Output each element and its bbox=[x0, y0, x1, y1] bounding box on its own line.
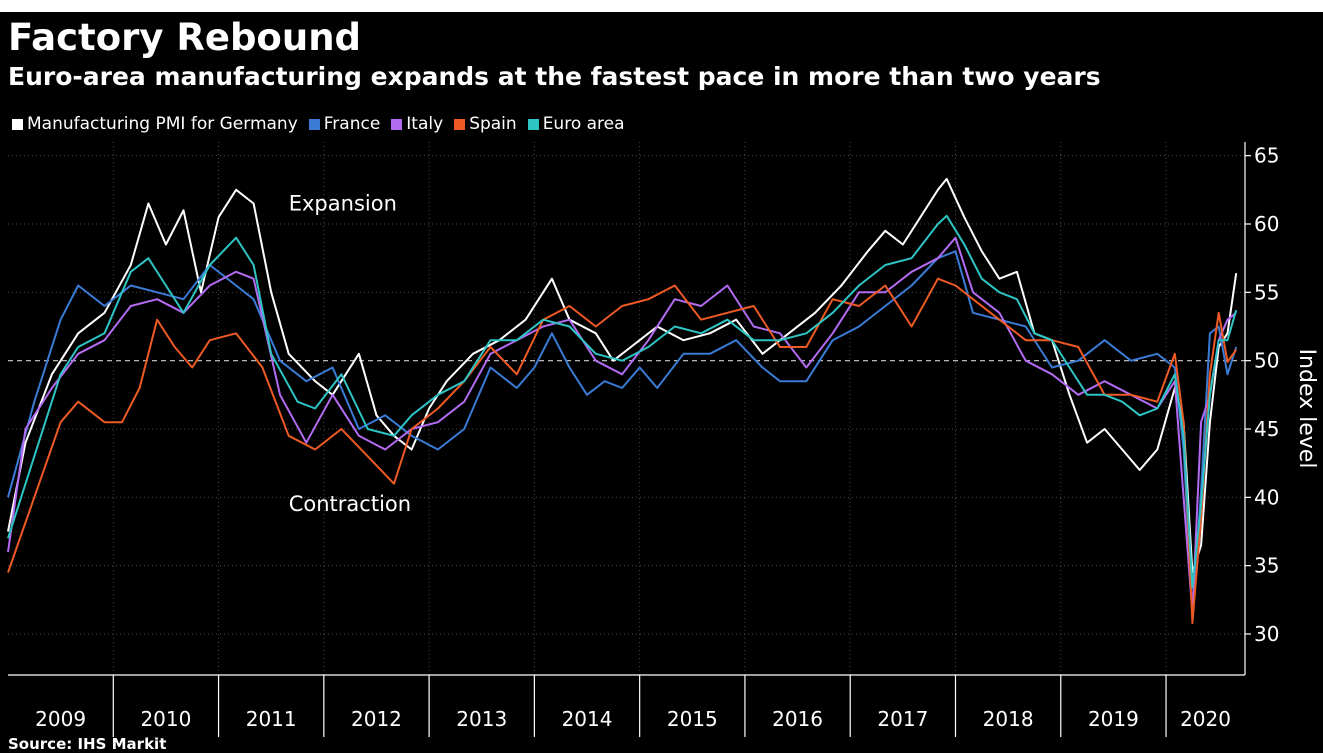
y-tick-label-50: 50 bbox=[1254, 349, 1279, 373]
legend-item-france: France bbox=[308, 114, 381, 134]
legend: Manufacturing PMI for Germany France Ita… bbox=[12, 112, 636, 136]
y-tick-label-40: 40 bbox=[1254, 485, 1279, 509]
legend-swatch-france bbox=[308, 118, 320, 130]
x-tick-label-2019: 2019 bbox=[1088, 707, 1139, 731]
y-tick-label-55: 55 bbox=[1254, 280, 1279, 304]
top-band bbox=[0, 0, 1323, 12]
legend-label-france: France bbox=[323, 114, 381, 134]
y-tick-label-60: 60 bbox=[1254, 212, 1279, 236]
annotation-layer: Expansion Contraction bbox=[289, 191, 411, 516]
legend-label-germany: Manufacturing PMI for Germany bbox=[27, 114, 298, 134]
x-tick-label-2017: 2017 bbox=[877, 707, 928, 731]
x-tick-label-2011: 2011 bbox=[246, 707, 297, 731]
series-line-manufacturing-pmi-for-germany bbox=[7, 177, 1238, 574]
x-tick-label-2014: 2014 bbox=[562, 707, 613, 731]
pmi-line-chart: 30 35 40 45 50 55 60 65 Index level 2009 2010 2011 2… bbox=[7, 142, 1319, 737]
legend-item-spain: Spain bbox=[454, 114, 517, 134]
chart-subtitle: Euro-area manufacturing expands at the f… bbox=[8, 62, 1101, 91]
y-tick-label-30: 30 bbox=[1254, 622, 1279, 646]
x-tick-label-2013: 2013 bbox=[456, 707, 507, 731]
y-tick-label-35: 35 bbox=[1254, 554, 1279, 578]
legend-swatch-spain bbox=[454, 118, 466, 130]
x-tick-label-2012: 2012 bbox=[351, 707, 402, 731]
legend-label-euro-area: Euro area bbox=[542, 114, 625, 134]
series-line-italy bbox=[7, 236, 1237, 615]
x-tick-label-2020: 2020 bbox=[1180, 707, 1231, 731]
legend-label-spain: Spain bbox=[469, 114, 517, 134]
source-note: Source: IHS Markit bbox=[8, 735, 167, 753]
legend-swatch-germany bbox=[12, 118, 23, 130]
legend-label-italy: Italy bbox=[406, 114, 444, 134]
legend-swatch-euro-area bbox=[527, 118, 539, 130]
legend-swatch-italy bbox=[391, 118, 403, 130]
annotation-expansion: Expansion bbox=[289, 191, 397, 215]
series-layer bbox=[7, 177, 1238, 625]
x-tick-label-2016: 2016 bbox=[772, 707, 823, 731]
legend-item-euro-area: Euro area bbox=[527, 114, 625, 134]
legend-item-germany: Manufacturing PMI for Germany bbox=[12, 114, 298, 134]
annotation-contraction: Contraction bbox=[289, 492, 411, 516]
x-tick-label-2009: 2009 bbox=[35, 707, 86, 731]
grid-layer bbox=[8, 142, 1245, 675]
series-line-france bbox=[7, 250, 1238, 615]
y-tick-label-65: 65 bbox=[1254, 144, 1279, 168]
y-tick-label-45: 45 bbox=[1254, 417, 1279, 441]
x-tick-label-2018: 2018 bbox=[983, 707, 1034, 731]
x-tick-label-2010: 2010 bbox=[140, 707, 191, 731]
y-axis-title: Index level bbox=[1294, 349, 1319, 469]
axis-layer: 30 35 40 45 50 55 60 65 Index level 2009 2010 2011 2… bbox=[8, 142, 1319, 737]
chart-title: Factory Rebound bbox=[8, 16, 362, 59]
series-line-euro-area bbox=[7, 214, 1238, 589]
x-tick-label-2015: 2015 bbox=[667, 707, 718, 731]
legend-item-italy: Italy bbox=[391, 114, 443, 134]
series-line-spain bbox=[7, 277, 1238, 625]
